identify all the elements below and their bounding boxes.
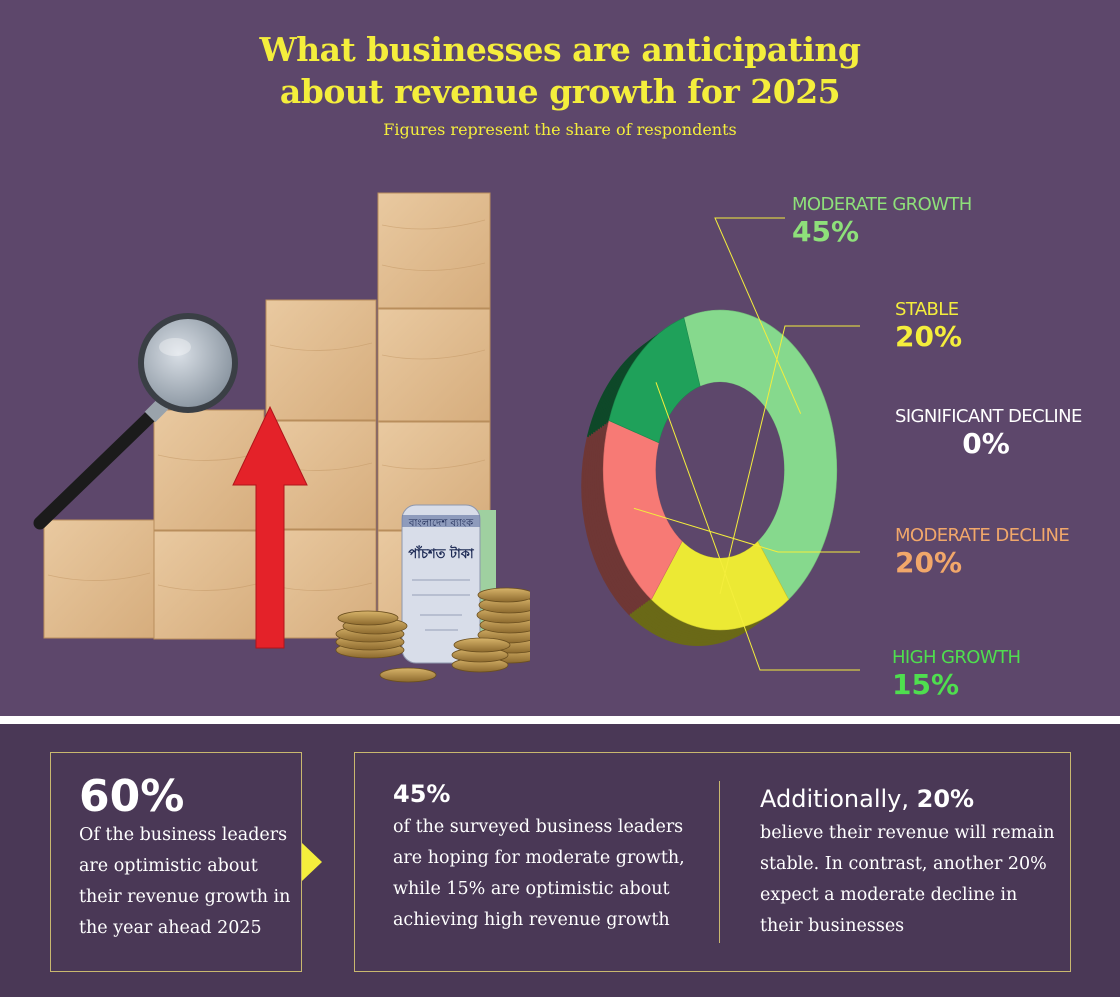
chart-title-line-1: What businesses are anticipating — [259, 30, 861, 69]
label-stable: STABLE 20% — [895, 299, 962, 353]
banknote-text-1: বাংলাদেশ ব্যাংক — [408, 518, 474, 529]
label-moderate-decline: MODERATE DECLINE 20% — [895, 525, 1070, 579]
summary-box-optimistic-value: 60% — [79, 771, 185, 822]
leader-line-stable — [719, 325, 860, 595]
pointer-arrow-icon — [302, 843, 322, 881]
label-stable-value: 20% — [895, 320, 963, 353]
magnifier-icon — [33, 313, 238, 530]
label-moderate-growth-value: 45% — [792, 215, 860, 248]
summary-box-moderate-growth-text: of the surveyed business leaders are hop… — [393, 817, 685, 930]
chart-subtitle: Figures represent the share of responden… — [383, 120, 737, 139]
summary-panel — [0, 724, 1120, 997]
label-significant-decline: SIGNIFICANT DECLINE 0% — [895, 406, 1082, 460]
chart-panel: What businesses are anticipating about r… — [33, 30, 1083, 701]
label-significant-decline-value: 0% — [962, 427, 1010, 460]
leader-lines — [633, 217, 860, 671]
growth-illustration: বাংলাদেশ ব্যাংক পাঁচশত টাকা — [33, 192, 530, 683]
coins-icon — [335, 587, 530, 683]
summary-box-details — [354, 752, 1071, 972]
summary-separator — [719, 781, 720, 943]
label-moderate-decline-text: MODERATE DECLINE — [895, 525, 1070, 546]
summary-box-stable-lead: Additionally, — [760, 785, 909, 813]
label-high-growth-text: HIGH GROWTH — [892, 647, 1021, 668]
label-high-growth-value: 15% — [892, 668, 960, 701]
leader-line-moderate-decline — [633, 507, 860, 553]
leader-line-high-growth — [655, 382, 860, 671]
label-moderate-growth: MODERATE GROWTH 45% — [792, 194, 972, 248]
summary-box-optimistic — [50, 752, 302, 972]
leader-line-moderate-growth — [714, 217, 802, 414]
summary-box-stable-heading: Additionally, 20% — [760, 783, 974, 815]
label-moderate-decline-value: 20% — [895, 546, 963, 579]
label-stable-text: STABLE — [895, 299, 959, 320]
donut-hole — [655, 382, 785, 558]
summary-box-stable-text: believe their revenue will remain stable… — [760, 823, 1055, 936]
section-divider — [0, 716, 1120, 724]
summary-box-moderate-growth-value: 45% — [393, 780, 451, 808]
summary-box-optimistic-text: Of the business leaders are optimistic a… — [79, 825, 291, 938]
summary-box-stable-value: 20% — [916, 785, 975, 813]
donut-chart — [581, 217, 860, 671]
label-significant-decline-text: SIGNIFICANT DECLINE — [895, 406, 1082, 427]
donut-face — [602, 309, 838, 631]
up-arrow-icon — [232, 405, 308, 649]
banknote-text-2: পাঁচশত টাকা — [408, 545, 475, 562]
label-moderate-growth-text: MODERATE GROWTH — [792, 194, 972, 215]
chart-title-line-2: about revenue growth for 2025 — [279, 72, 841, 111]
label-high-growth: HIGH GROWTH 15% — [892, 647, 1021, 701]
